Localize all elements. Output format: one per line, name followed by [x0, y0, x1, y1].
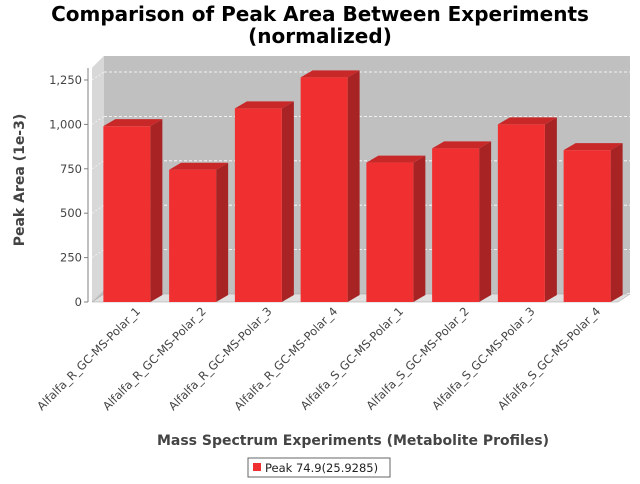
bar: [563, 150, 611, 302]
bar: [432, 148, 480, 302]
plot-left-wall: [92, 56, 104, 302]
chart-title-line1: Comparison of Peak Area Between Experime…: [51, 2, 589, 26]
bar-top: [497, 117, 557, 125]
bar-side: [544, 117, 557, 303]
bar-top: [366, 155, 426, 163]
bar: [497, 124, 545, 303]
bar: [169, 169, 217, 302]
gridline-side: [91, 71, 105, 81]
gridline-side: [91, 204, 105, 214]
bar-side: [281, 101, 294, 302]
y-tick-label: 0: [75, 295, 82, 309]
y-tick-label: 1,250: [49, 73, 82, 87]
bar-side: [347, 70, 360, 302]
chart-title-line2: (normalized): [248, 24, 392, 48]
bar-top: [300, 70, 360, 78]
y-tick-label: 1,000: [49, 117, 82, 131]
bar-top: [563, 143, 623, 151]
gridline-side: [91, 160, 105, 170]
bar-side: [479, 141, 492, 302]
legend: [247, 457, 391, 478]
y-tick-label: 250: [60, 251, 82, 265]
gridline-side: [91, 116, 105, 125]
bar-top: [234, 101, 294, 109]
bar: [366, 162, 414, 302]
bar: [234, 108, 282, 302]
gridline-side: [91, 249, 105, 258]
bar-side: [610, 143, 623, 302]
x-axis-label: Mass Spectrum Experiments (Metabolite Pr…: [157, 433, 549, 449]
y-tick-label: 750: [60, 162, 82, 176]
bar-top: [432, 141, 492, 149]
bar-side: [216, 162, 229, 302]
x-tick-label: Alfalfa_R_GC-MS-Polar_1: [34, 304, 143, 413]
bar-top: [169, 162, 229, 170]
legend-swatch: [253, 463, 261, 471]
bar-side: [413, 155, 426, 302]
bar: [300, 77, 348, 302]
y-axis-label: Peak Area (1e-3): [12, 114, 28, 247]
y-tick-label: 500: [60, 206, 82, 220]
legend-label: Peak 74.9(25.9285): [265, 461, 378, 475]
bar-top: [103, 119, 163, 127]
bar: [103, 126, 151, 303]
bar-side: [150, 119, 163, 303]
